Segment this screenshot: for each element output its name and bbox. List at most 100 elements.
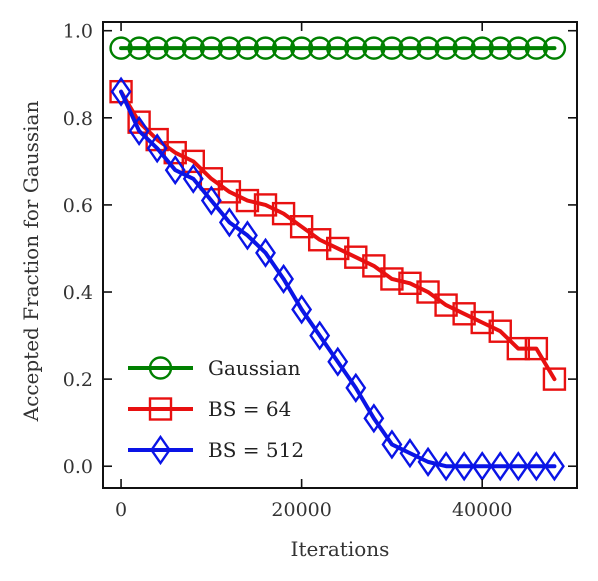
data-point [181,149,205,174]
data-point [271,36,296,60]
data-point [200,185,222,216]
data-point [182,163,204,194]
data-point [326,236,350,261]
legend-marker [148,397,173,421]
series-layer [109,36,567,482]
data-point [273,263,295,295]
data-point [145,36,169,60]
data-point [524,36,549,60]
data-point [344,245,368,269]
data-point [289,36,314,60]
data-point [235,188,260,213]
y-tick-label: 1.0 [63,21,93,43]
data-point [399,438,421,469]
data-point [217,180,242,204]
data-point [164,154,186,186]
data-point [470,36,494,60]
series-bs-64 [109,79,567,391]
data-point [309,320,331,351]
data-point [380,267,404,291]
data-point [380,36,404,60]
data-point [218,207,240,238]
data-point [434,36,458,60]
data-point [289,214,314,239]
data-point [307,228,332,252]
legend-entry-gaussian: Gaussian [128,356,301,380]
data-point [199,36,224,60]
data-point [488,36,512,60]
series-line [119,89,557,469]
data-point [398,271,422,296]
data-point [255,237,276,268]
plot-frame [102,21,578,489]
legend-marker [148,356,173,380]
series-line [119,89,557,382]
data-point [417,446,439,477]
data-point [109,79,133,104]
data-point [236,220,258,251]
y-tick-label: 0.4 [63,282,93,304]
y-tick-label: 0.6 [63,195,93,217]
y-axis-label: Accepted Fraction for Gaussian [19,101,43,423]
y-tick-label: 0.2 [63,369,93,391]
data-point [542,36,567,60]
data-point [235,36,260,60]
data-point [416,36,440,60]
x-tick-label: 20000 [271,499,331,521]
data-point [109,36,133,60]
x-tick-label: 0 [115,499,127,521]
data-point [128,115,150,146]
data-point [507,451,529,482]
x-tick-label: 40000 [452,499,512,521]
legend-label: BS = 64 [208,397,291,421]
y-tick-label: 0.0 [63,456,93,478]
data-point [291,294,313,325]
data-point [506,336,531,361]
x-axis-label: Iterations [291,537,390,561]
data-point [470,310,494,335]
legend-marker [150,434,171,466]
data-point [253,193,278,217]
data-point [452,36,476,60]
data-point [110,76,132,107]
data-point [127,36,151,60]
data-point [434,293,458,317]
data-point [307,36,332,60]
data-point [381,429,403,460]
data-point [326,36,350,60]
data-point [416,280,440,304]
legend-entry-bs-512: BS = 512 [128,434,304,466]
legend-entry-bs-64: BS = 64 [128,397,291,421]
data-point [163,140,187,165]
y-tick-label: 0.8 [63,108,93,130]
data-point [398,36,422,60]
data-point [488,319,512,343]
data-point [435,451,457,482]
data-point [146,133,168,164]
data-point [327,346,349,377]
data-point [452,302,476,326]
series-gaussian [109,36,567,60]
data-point [271,201,296,226]
series-bs-512 [110,76,565,482]
legend-label: Gaussian [208,356,301,380]
data-point [163,36,187,60]
axes-layer: 0 20000 40000 0.0 0.2 0.4 0.6 0.8 1.0 [63,21,578,521]
data-point [181,36,205,60]
data-point [344,36,368,60]
data-point [525,451,547,482]
data-point [543,451,565,482]
legend-label: BS = 512 [208,438,304,462]
data-point [345,372,367,403]
data-point [362,254,386,278]
data-point [524,336,549,361]
data-point [362,36,386,60]
data-point [453,451,475,482]
data-point [542,367,567,391]
legend: Gaussian BS = 64 BS = 512 [128,356,304,466]
data-point [506,36,531,60]
data-point [363,403,385,434]
data-point [489,451,511,482]
